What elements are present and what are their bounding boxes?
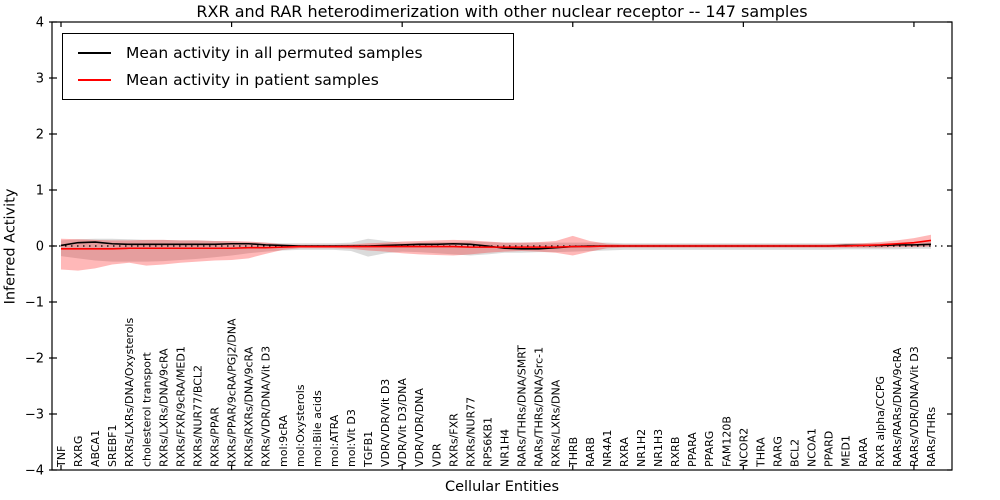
legend-label: Mean activity in all permuted samples [126, 43, 423, 62]
x-category-label: RXRG [72, 436, 85, 467]
x-axis-title: Cellular Entities [444, 479, 560, 495]
y-tick-label: 1 [36, 184, 44, 199]
x-category-label: MED1 [840, 435, 853, 467]
x-category-label: RARG [771, 436, 784, 467]
x-category-label: RXRs/PPAR [209, 407, 222, 467]
x-category-label: RARs/THRs/DNA/Src-1 [533, 347, 546, 467]
x-category-label: RXRs/RXRs/DNA/9cRA [243, 346, 256, 467]
legend: Mean activity in all permuted samples Me… [62, 33, 514, 100]
y-tick-label: 2 [36, 128, 44, 143]
x-category-label: RXR alpha/CCPG [874, 376, 887, 467]
x-category-label: NR1H2 [635, 429, 648, 467]
y-tick-label: 0 [36, 240, 44, 255]
series-line-patient [61, 239, 932, 250]
permuted-spread-band [61, 238, 931, 262]
x-category-label: RXRs/LXRs/DNA/Oxysterols [123, 318, 136, 467]
chart-title: RXR and RAR heterodimerization with othe… [196, 2, 808, 21]
x-category-label: RXRs/NUR77/BCL2 [191, 365, 204, 467]
x-category-label: THRA [754, 437, 767, 468]
x-category-label: RXRB [669, 437, 682, 467]
x-category-label: RARs/THRs/DNA/SMRT [516, 345, 529, 467]
y-tick-label: −4 [25, 464, 44, 479]
x-category-label: RARs/THRs [925, 407, 938, 467]
x-category-label: RARs/VDR/DNA/Vit D3 [908, 346, 921, 467]
x-category-label: RXRs/FXR [447, 413, 460, 467]
x-category-label: VDR/VDR/DNA [413, 388, 426, 467]
y-tick-label: −2 [25, 352, 44, 367]
x-category-label: RXRs/LXRs/DNA [550, 379, 563, 467]
x-category-label: VDR [430, 443, 443, 467]
legend-label: Mean activity in patient samples [126, 70, 379, 89]
x-category-label: RXRs/LXRs/DNA/9cRA [157, 348, 170, 467]
y-axis-title: Inferred Activity [2, 188, 19, 305]
x-category-label: NR4A1 [601, 430, 614, 467]
patient-spread-band [61, 234, 931, 271]
y-tick-label: 4 [36, 16, 44, 31]
x-category-label: THRB [567, 437, 580, 468]
legend-entry-patient: Mean activity in patient samples [78, 66, 513, 93]
x-category-label: mol:9cRA [277, 415, 290, 467]
x-category-label: RPS6KB1 [481, 417, 494, 467]
x-category-label: PPARD [823, 431, 836, 467]
x-category-label: RARA [857, 437, 870, 467]
x-category-label: NCOA1 [806, 428, 819, 467]
x-category-label: RARB [584, 437, 597, 467]
legend-entry-permuted: Mean activity in all permuted samples [78, 39, 513, 66]
legend-line-sample-patient [78, 78, 111, 81]
x-category-label: TGFB1 [362, 431, 375, 468]
x-category-label: mol:Vit D3 [345, 409, 358, 467]
x-category-label: cholesterol transport [140, 352, 153, 467]
x-category-label: RXRs/VDR/DNA/Vit D3 [260, 346, 273, 467]
x-category-label: VDR/Vit D3/DNA [396, 378, 409, 467]
x-category-label: RXRs/FXR/9cRA/MED1 [174, 346, 187, 467]
x-category-label: FAM120B [720, 416, 733, 467]
x-category-label: PPARA [686, 432, 699, 467]
x-category-label: mol:Oxysterols [294, 384, 307, 467]
x-category-label: RARs/RARs/DNA/9cRA [891, 347, 904, 467]
x-category-label: VDR/VDR/Vit D3 [379, 379, 392, 467]
y-tick-label: −1 [25, 296, 44, 311]
x-category-label: BCL2 [789, 439, 802, 467]
x-category-label: ABCA1 [89, 430, 102, 467]
x-category-label: NR1H4 [499, 429, 512, 467]
x-category-label: NR1H3 [652, 429, 665, 467]
x-category-label: RXRA [618, 437, 631, 467]
legend-line-sample-permuted [78, 51, 111, 54]
x-category-label: mol:Bile acids [311, 390, 324, 467]
x-category-label: PPARG [703, 431, 716, 467]
y-tick-label: −3 [25, 408, 44, 423]
x-category-label: TNF [55, 446, 68, 468]
x-category-label: RXRs/NUR77 [464, 397, 477, 467]
x-category-label: RXRs/PPAR/9cRA/PGJ2/DNA [226, 318, 239, 467]
x-category-label: mol:ATRA [328, 414, 341, 467]
x-category-label: NCOR2 [737, 428, 750, 467]
y-tick-label: 3 [36, 72, 44, 87]
x-category-label: SREBF1 [106, 425, 119, 467]
